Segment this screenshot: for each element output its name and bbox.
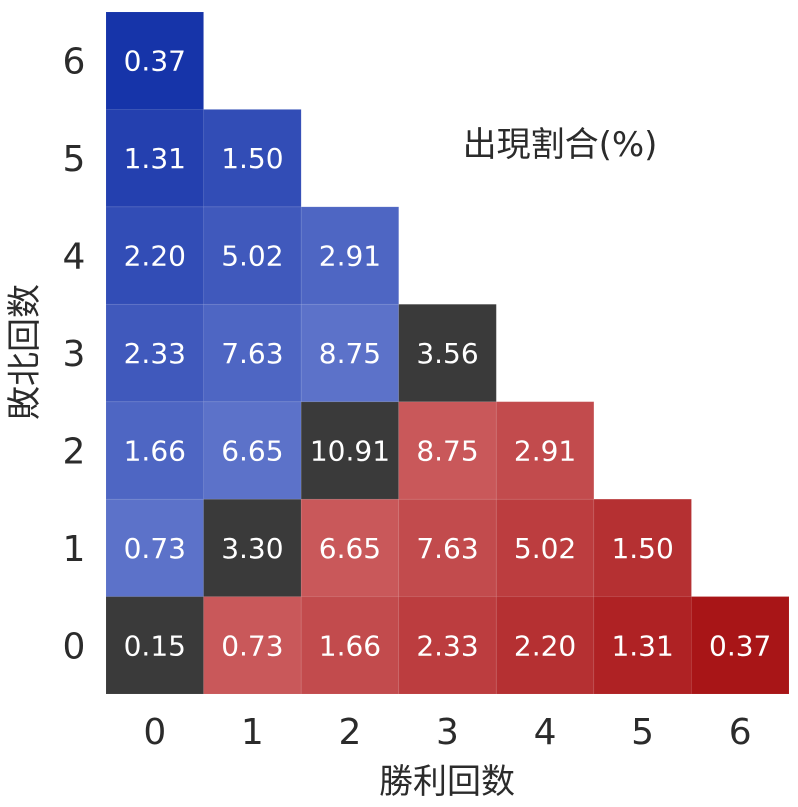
x-tick-label-6: 6 bbox=[729, 712, 752, 753]
cell-value-label-w2-l1: 6.65 bbox=[319, 532, 381, 565]
heatmap-cell-w4-l2 bbox=[495, 401, 595, 500]
heatmap-cell-w5-l0 bbox=[593, 596, 692, 695]
heatmap-cell-w2-l4 bbox=[300, 206, 400, 305]
heatmap-cell-w3-l3 bbox=[398, 303, 497, 403]
heatmap-cell-w0-l6 bbox=[105, 11, 205, 110]
heatmap-cell-w0-l3 bbox=[105, 303, 205, 403]
x-tick-label-3: 3 bbox=[436, 712, 459, 753]
heatmap-cell-w0-l4 bbox=[105, 206, 205, 305]
heatmap-cell-w3-l1 bbox=[398, 498, 497, 598]
x-axis-label: 勝利回数 bbox=[379, 762, 515, 802]
cell-value-label-w4-l2: 2.91 bbox=[514, 434, 576, 467]
y-tick-label-5: 5 bbox=[63, 139, 86, 180]
cell-value-label-w2-l0: 1.66 bbox=[319, 629, 381, 662]
x-tick-label-4: 4 bbox=[534, 712, 557, 753]
cell-value-label-w0-l2: 1.66 bbox=[124, 434, 186, 467]
heatmap-cell-w4-l1 bbox=[495, 498, 595, 598]
cell-value-label-w5-l0: 1.31 bbox=[611, 629, 673, 662]
x-tick-label-1: 1 bbox=[241, 712, 264, 753]
cell-value-label-w1-l1: 3.30 bbox=[221, 532, 283, 565]
heatmap-cell-w2-l3 bbox=[300, 303, 400, 403]
heatmap-cell-w3-l0 bbox=[398, 596, 497, 695]
cell-value-label-w1-l4: 5.02 bbox=[221, 240, 283, 273]
cell-value-label-w6-l0: 0.37 bbox=[709, 629, 771, 662]
cell-value-label-w3-l1: 7.63 bbox=[416, 532, 478, 565]
heatmap-cell-w3-l2 bbox=[398, 401, 497, 500]
cell-value-label-w0-l4: 2.20 bbox=[124, 240, 186, 273]
y-tick-label-1: 1 bbox=[63, 529, 86, 570]
cell-value-label-w1-l5: 1.50 bbox=[221, 142, 283, 175]
heatmap-cell-w1-l2 bbox=[203, 401, 302, 500]
cell-value-label-w0-l1: 0.73 bbox=[124, 532, 186, 565]
cell-value-label-w4-l0: 2.20 bbox=[514, 629, 576, 662]
cell-value-label-w3-l2: 8.75 bbox=[416, 434, 478, 467]
heatmap-cell-w1-l5 bbox=[203, 108, 302, 208]
axis-ticks: 0 1 2 3 4 5 6 0 1 2 3 4 5 6 bbox=[63, 42, 752, 753]
cell-value-label-w1-l0: 0.73 bbox=[221, 629, 283, 662]
heatmap-cell-w0-l0 bbox=[105, 596, 205, 695]
cell-value-label-w1-l3: 7.63 bbox=[221, 337, 283, 370]
heatmap-cell-w2-l2 bbox=[300, 401, 400, 500]
heatmap-cell-w2-l1 bbox=[300, 498, 400, 598]
cell-value-label-w2-l4: 2.91 bbox=[319, 240, 381, 273]
heatmap-cell-w5-l1 bbox=[593, 498, 692, 598]
heatmap-annotation: 出現割合(%) bbox=[463, 125, 658, 165]
cell-value-label-w0-l5: 1.31 bbox=[124, 142, 186, 175]
x-tick-label-2: 2 bbox=[338, 712, 361, 753]
x-tick-label-5: 5 bbox=[631, 712, 654, 753]
cell-value-label-w4-l1: 5.02 bbox=[514, 532, 576, 565]
y-axis-label: 敗北回数 bbox=[5, 284, 45, 420]
heatmap-cell-w6-l0 bbox=[690, 596, 790, 695]
cell-value-label-w3-l3: 3.56 bbox=[416, 337, 478, 370]
y-tick-label-0: 0 bbox=[63, 626, 86, 667]
y-tick-label-2: 2 bbox=[63, 431, 86, 472]
heatmap-cell-w1-l0 bbox=[203, 596, 302, 695]
cell-value-label-w2-l2: 10.91 bbox=[310, 434, 390, 467]
cell-value-label-w1-l2: 6.65 bbox=[221, 434, 283, 467]
heatmap-cell-w0-l1 bbox=[105, 498, 205, 598]
cell-value-label-w0-l3: 2.33 bbox=[124, 337, 186, 370]
heatmap-cell-w1-l3 bbox=[203, 303, 302, 403]
y-tick-label-4: 4 bbox=[63, 237, 86, 278]
heatmap-cells: 0.15 0.73 1.66 2.33 2.20 1.31 0.37 0.73 3.30 6.65… bbox=[105, 11, 790, 695]
cell-value-label-w2-l3: 8.75 bbox=[319, 337, 381, 370]
x-tick-label-0: 0 bbox=[143, 712, 166, 753]
y-tick-label-3: 3 bbox=[63, 334, 86, 375]
cell-value-label-w3-l0: 2.33 bbox=[416, 629, 478, 662]
cell-value-label-w0-l6: 0.37 bbox=[124, 45, 186, 78]
heatmap-cell-w4-l0 bbox=[495, 596, 595, 695]
y-tick-label-6: 6 bbox=[63, 42, 86, 83]
cell-value-label-w0-l0: 0.15 bbox=[124, 629, 186, 662]
heatmap-cell-w1-l1 bbox=[203, 498, 302, 598]
cell-value-label-w5-l1: 1.50 bbox=[611, 532, 673, 565]
